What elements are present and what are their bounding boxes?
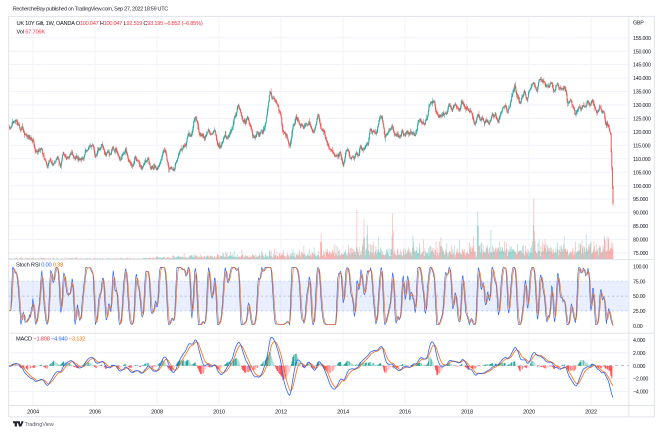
svg-text:Vol 67.706K: Vol 67.706K <box>17 30 46 36</box>
svg-text:2020: 2020 <box>523 410 535 416</box>
svg-text:75.00: 75.00 <box>633 279 646 285</box>
svg-text:140.000: 140.000 <box>633 76 651 82</box>
svg-text:2010: 2010 <box>213 410 225 416</box>
svg-text:−4.000: −4.000 <box>633 390 648 396</box>
svg-text:85.000: 85.000 <box>633 224 648 230</box>
svg-text:115.000: 115.000 <box>633 143 651 149</box>
svg-text:125.000: 125.000 <box>633 117 651 123</box>
svg-text:150.000: 150.000 <box>633 49 651 55</box>
svg-text:50.00: 50.00 <box>633 294 646 300</box>
svg-text:75.000: 75.000 <box>633 251 648 257</box>
svg-text:TradingView: TradingView <box>25 422 55 428</box>
svg-text:2012: 2012 <box>275 410 287 416</box>
svg-text:−2.000: −2.000 <box>633 377 648 383</box>
svg-text:RechercheBay published on Trad: RechercheBay published on TradingView.co… <box>13 7 169 13</box>
svg-text:UK 10Y Gilt, 1W, OANDA O100.04: UK 10Y Gilt, 1W, OANDA O100.047 H100.047… <box>17 21 203 27</box>
svg-text:2018: 2018 <box>461 410 473 416</box>
svg-text:100.00: 100.00 <box>633 264 648 270</box>
svg-text:2016: 2016 <box>399 410 411 416</box>
svg-text:105.000: 105.000 <box>633 170 651 176</box>
svg-text:80.000: 80.000 <box>633 238 648 244</box>
svg-text:2006: 2006 <box>89 410 101 416</box>
svg-text:2008: 2008 <box>151 410 163 416</box>
svg-text:2014: 2014 <box>337 410 349 416</box>
svg-text:GBP: GBP <box>633 21 644 27</box>
svg-text:90.000: 90.000 <box>633 211 648 217</box>
svg-text:95.000: 95.000 <box>633 197 648 203</box>
svg-text:0.000: 0.000 <box>633 364 646 370</box>
svg-text:100.000: 100.000 <box>633 184 651 190</box>
svg-text:25.00: 25.00 <box>633 309 646 315</box>
svg-text:155.000: 155.000 <box>633 36 651 42</box>
svg-text:MACD −1.808 −4.940 −3.132: MACD −1.808 −4.940 −3.132 <box>16 336 85 342</box>
svg-text:130.000: 130.000 <box>633 103 651 109</box>
svg-text:0.00: 0.00 <box>633 324 643 330</box>
svg-text:4.000: 4.000 <box>633 338 646 344</box>
svg-text:2.000: 2.000 <box>633 351 646 357</box>
svg-text:145.000: 145.000 <box>633 63 651 69</box>
svg-text:Stoch RSI 0.00 0.38: Stoch RSI 0.00 0.38 <box>16 263 63 269</box>
svg-text:2022: 2022 <box>585 410 597 416</box>
svg-text:135.000: 135.000 <box>633 90 651 96</box>
svg-text:2004: 2004 <box>27 410 39 416</box>
svg-text:110.000: 110.000 <box>633 157 651 163</box>
svg-text:120.000: 120.000 <box>633 130 651 136</box>
